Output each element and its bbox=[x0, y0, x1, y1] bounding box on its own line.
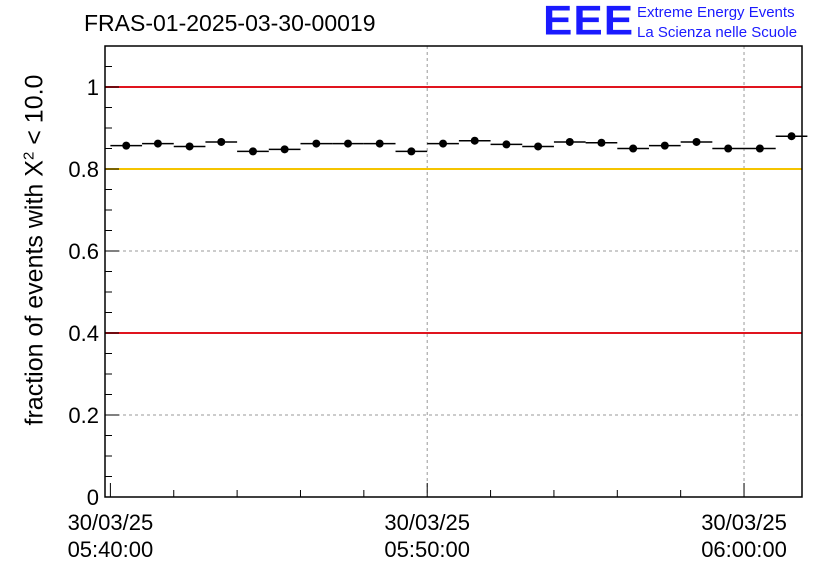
x-tick-label-time: 05:50:00 bbox=[384, 537, 470, 562]
y-tick-label: 0.8 bbox=[68, 157, 99, 182]
data-point bbox=[312, 139, 321, 148]
x-tick-label-time: 06:00:00 bbox=[701, 537, 787, 562]
x-tick-label-date: 30/03/25 bbox=[384, 510, 470, 535]
data-point bbox=[217, 137, 226, 146]
x-tick-label-time: 05:40:00 bbox=[68, 537, 154, 562]
data-point bbox=[787, 132, 796, 141]
y-tick-label: 1 bbox=[87, 75, 99, 100]
data-point bbox=[660, 141, 669, 150]
data-point bbox=[185, 142, 194, 151]
y-label-superscript: 2 bbox=[20, 151, 38, 161]
data-point bbox=[692, 137, 701, 146]
logo-mark: EEE bbox=[543, 0, 635, 44]
logo-line-2: La Scienza nelle Scuole bbox=[637, 24, 798, 41]
data-point bbox=[375, 139, 384, 148]
y-axis-label: fraction of events with X2 < 10.0 bbox=[20, 75, 49, 426]
data-point bbox=[724, 144, 733, 153]
data-point bbox=[755, 144, 764, 153]
x-tick-label-date: 30/03/25 bbox=[701, 510, 787, 535]
y-tick-label: 0.6 bbox=[68, 239, 99, 264]
y-label-symbol: X bbox=[20, 160, 49, 177]
y-label-suffix: < 10.0 bbox=[20, 74, 49, 152]
chart-title: FRAS-01-2025-03-30-00019 bbox=[84, 10, 376, 36]
data-point bbox=[439, 139, 448, 148]
y-tick-label: 0.2 bbox=[68, 403, 99, 428]
data-point bbox=[597, 138, 606, 147]
data-point bbox=[280, 145, 289, 154]
y-label-prefix: fraction of events with bbox=[20, 176, 49, 426]
plot-frame bbox=[104, 45, 803, 498]
x-tick-label-date: 30/03/25 bbox=[68, 510, 154, 535]
data-point bbox=[565, 137, 574, 146]
data-point bbox=[248, 147, 257, 156]
data-point bbox=[502, 140, 511, 149]
data-point bbox=[407, 147, 416, 156]
data-point bbox=[470, 136, 479, 145]
data-point bbox=[534, 142, 543, 151]
logo-line-1: Extreme Energy Events bbox=[637, 4, 795, 21]
data-point bbox=[122, 141, 131, 150]
data-point bbox=[343, 139, 352, 148]
y-tick-label: 0.4 bbox=[68, 321, 99, 346]
data-point bbox=[153, 139, 162, 148]
data-point bbox=[629, 144, 638, 153]
y-tick-label: 0 bbox=[87, 485, 99, 510]
eee-logo: EEE Extreme Energy Events La Scienza nel… bbox=[543, 0, 833, 46]
